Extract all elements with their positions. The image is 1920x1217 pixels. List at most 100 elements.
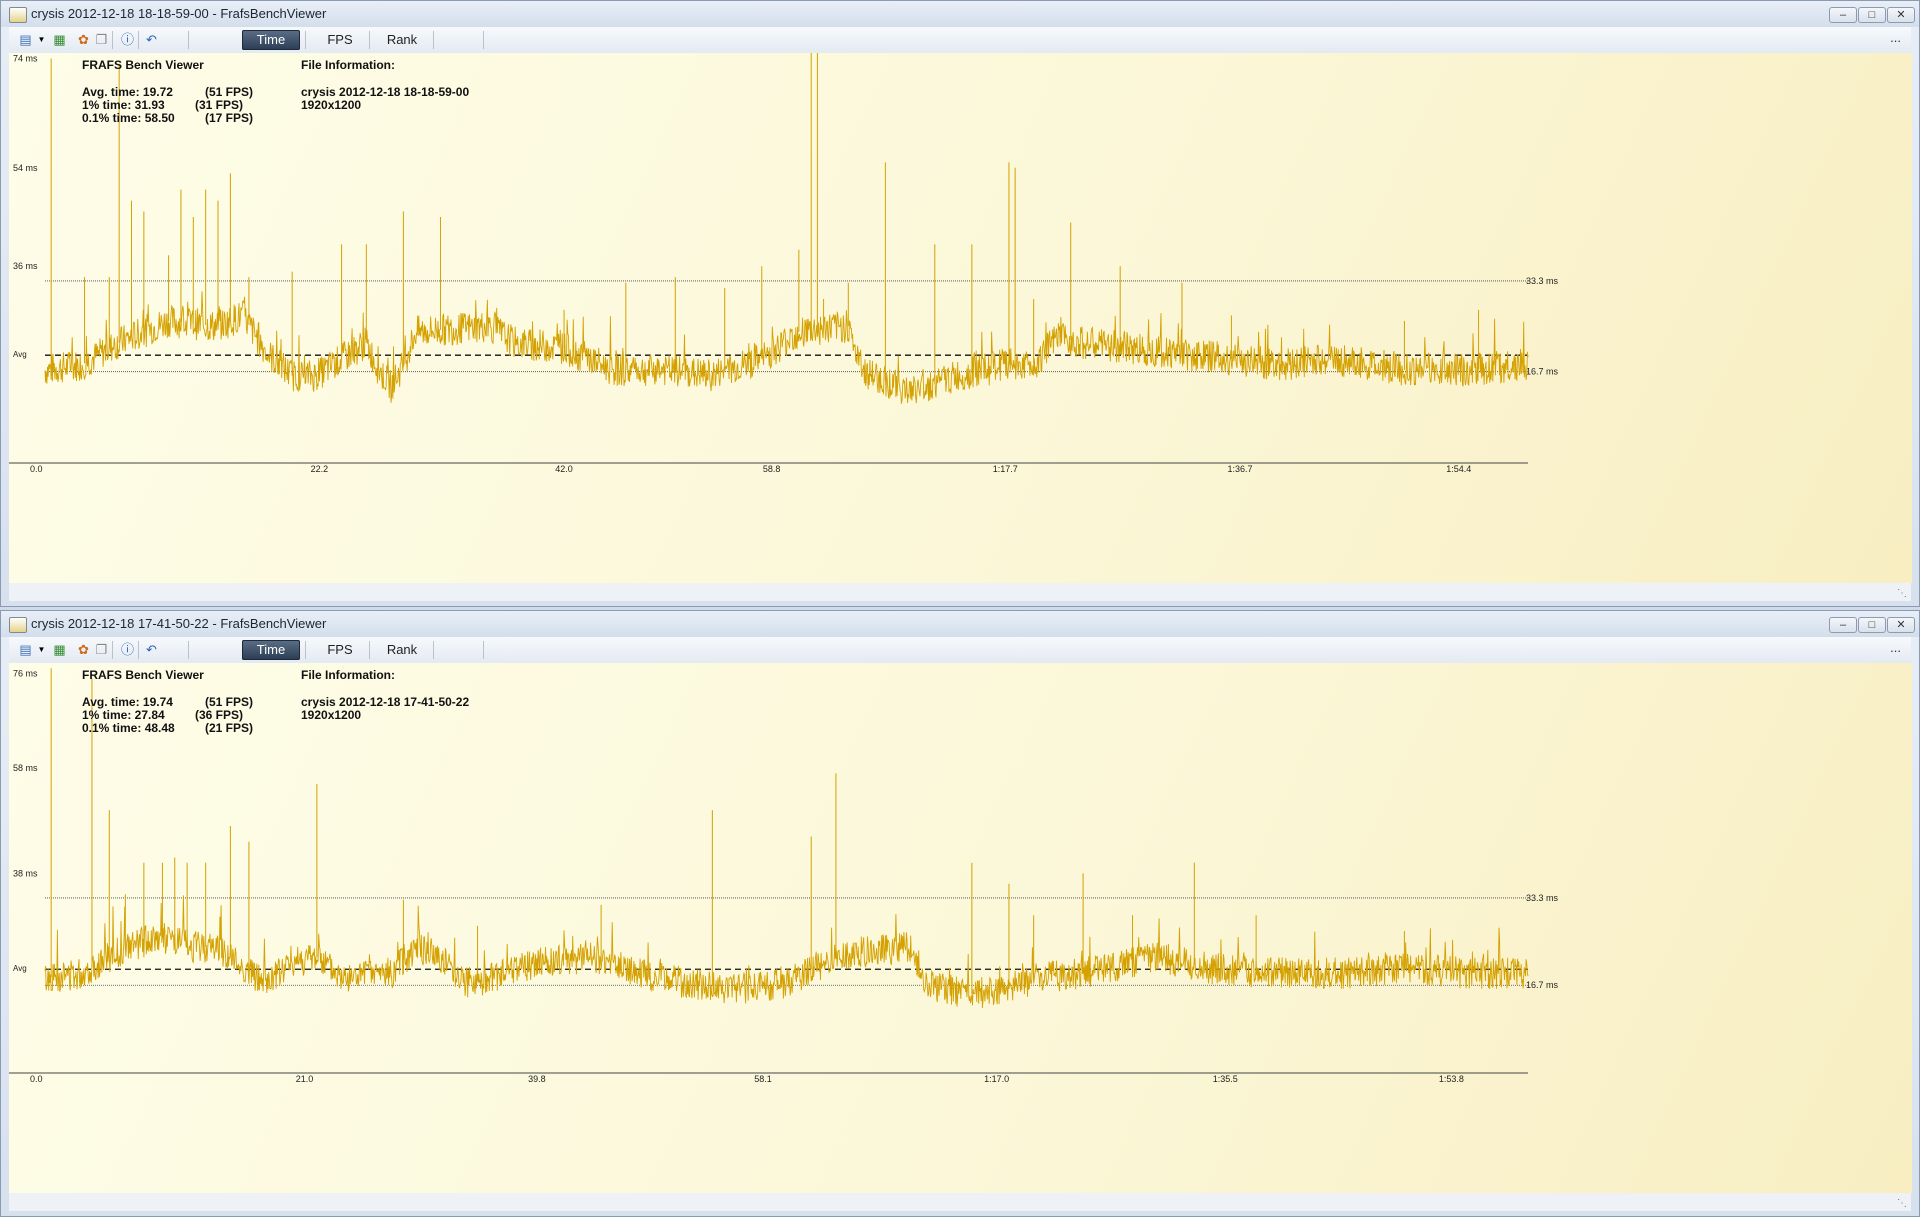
copy-icon[interactable]: ❐ [95,32,108,47]
x-tick-label: 1:17.7 [993,464,1018,474]
one-percent-fps-stat: (31 FPS) [195,98,244,112]
x-tick-label: 1:17.0 [984,1074,1009,1084]
toolbar-separator [483,31,484,49]
toolbar-separator [369,641,370,659]
dropdown-arrow-icon[interactable]: ▼ [37,645,46,654]
avg-fps-stat: (51 FPS) [205,85,254,99]
file-name: crysis 2012-12-18 17-41-50-22 [301,695,470,709]
palette-icon[interactable]: ✿ [78,32,89,47]
undo-icon[interactable]: ↶ [146,642,157,657]
maximize-button[interactable]: □ [1858,617,1886,633]
reference-line-label: 33.3 ms [1526,893,1559,903]
x-tick-label: 58.8 [763,464,781,474]
frametime-chart-area: 0.0 22.2 42.0 58.8 1:17.7 1:36.7 1:54.4 74 ms 54… [9,53,1912,583]
toolbar: ▤ ▼ ▦ ✿ ❐ ⓘ ↶ Time FPS Rank ... [9,27,1911,53]
more-button[interactable]: ... [1890,30,1901,45]
frametime-series-line [44,291,1529,404]
x-tick-label: 58.1 [754,1074,772,1084]
status-bar: ⋱ [9,583,1911,601]
close-button[interactable]: ✕ [1887,7,1915,23]
point-one-percent-time-stat: 0.1% time: 58.50 [82,111,175,125]
y-tick-label: 76 ms [13,669,38,679]
x-tick-label: 22.2 [311,464,329,474]
toolbar-separator [112,641,113,659]
toolbar-separator [483,641,484,659]
point-one-percent-time-stat: 0.1% time: 48.48 [82,721,175,735]
toolbar-separator [305,31,306,49]
x-tick-label: 42.0 [555,464,573,474]
toolbar-separator [369,31,370,49]
info-icon[interactable]: ⓘ [120,32,134,47]
toolbar: ▤ ▼ ▦ ✿ ❐ ⓘ ↶ Time FPS Rank ... [9,637,1911,663]
frametime-series-line [44,895,1529,1009]
toolbar-separator [138,641,139,659]
benchmark-window-2: crysis 2012-12-18 17-41-50-22 - FrafsBen… [0,610,1920,1217]
y-tick-label: 74 ms [13,53,38,63]
open-folder-icon[interactable]: ▤ [19,642,32,657]
file-resolution: 1920x1200 [301,708,362,722]
one-percent-fps-stat: (36 FPS) [195,708,244,722]
x-tick-label: 21.0 [296,1074,314,1084]
x-tick-label: 1:54.4 [1446,464,1471,474]
export-icon[interactable]: ▦ [53,32,66,47]
toolbar-separator [433,31,434,49]
title-bar[interactable]: crysis 2012-12-18 18-18-59-00 - FrafsBen… [1,1,1919,27]
avg-time-stat: Avg. time: 19.74 [82,695,173,709]
file-name: crysis 2012-12-18 18-18-59-00 [301,85,470,99]
close-button[interactable]: ✕ [1887,617,1915,633]
status-bar: ⋱ [9,1193,1911,1211]
x-tick-label: 0.0 [30,464,43,474]
title-bar[interactable]: crysis 2012-12-18 17-41-50-22 - FrafsBen… [1,611,1919,637]
app-icon [9,617,27,633]
minimize-button[interactable]: – [1829,617,1857,633]
dropdown-arrow-icon[interactable]: ▼ [37,35,46,44]
minimize-button[interactable]: – [1829,7,1857,23]
file-info-title: File Information: [301,668,395,682]
x-tick-label: 1:36.7 [1228,464,1253,474]
y-tick-label: 36 ms [13,261,38,271]
copy-icon[interactable]: ❐ [95,642,108,657]
x-tick-label: 1:53.8 [1439,1074,1464,1084]
tab-fps[interactable]: FPS [327,32,353,47]
average-line-label: Avg [13,350,27,359]
maximize-button[interactable]: □ [1858,7,1886,23]
palette-icon[interactable]: ✿ [78,642,89,657]
tab-fps[interactable]: FPS [327,642,353,657]
app-name-label: FRAFS Bench Viewer [82,668,204,682]
frametime-chart: 0.0 22.2 42.0 58.8 1:17.7 1:36.7 1:54.4 74 ms 54… [9,53,1559,474]
export-icon[interactable]: ▦ [53,642,66,657]
resize-grip-icon[interactable]: ⋱ [1897,588,1907,599]
one-percent-time-stat: 1% time: 27.84 [82,708,165,722]
x-tick-label: 39.8 [528,1074,546,1084]
frametime-chart-area: 0.0 21.0 39.8 58.1 1:17.0 1:35.5 1:53.8 76 ms 58… [9,663,1912,1193]
toolbar-separator [188,31,189,49]
undo-icon[interactable]: ↶ [146,32,157,47]
file-resolution: 1920x1200 [301,98,362,112]
point-one-percent-fps-stat: (21 FPS) [205,721,254,735]
reference-line-label: 33.3 ms [1526,276,1559,286]
y-tick-label: 54 ms [13,163,38,173]
reference-line-label: 16.7 ms [1526,980,1559,990]
app-icon [9,7,27,23]
average-line-label: Avg [13,964,27,973]
toolbar-separator [433,641,434,659]
x-tick-label: 0.0 [30,1074,43,1084]
tab-rank[interactable]: Rank [386,32,418,47]
open-folder-icon[interactable]: ▤ [19,32,32,47]
avg-time-stat: Avg. time: 19.72 [82,85,173,99]
one-percent-time-stat: 1% time: 31.93 [82,98,165,112]
window-title: crysis 2012-12-18 18-18-59-00 - FrafsBen… [31,6,327,21]
tab-rank[interactable]: Rank [386,642,418,657]
toolbar-separator [112,31,113,49]
toolbar-separator [305,641,306,659]
avg-fps-stat: (51 FPS) [205,695,254,709]
toolbar-separator [188,641,189,659]
tab-time[interactable]: Time [242,640,300,660]
info-icon[interactable]: ⓘ [120,642,134,657]
toolbar-separator [138,31,139,49]
app-name-label: FRAFS Bench Viewer [82,58,204,72]
benchmark-window-1: crysis 2012-12-18 18-18-59-00 - FrafsBen… [0,0,1920,607]
tab-time[interactable]: Time [242,30,300,50]
y-tick-label: 38 ms [13,868,38,878]
more-button[interactable]: ... [1890,640,1901,655]
